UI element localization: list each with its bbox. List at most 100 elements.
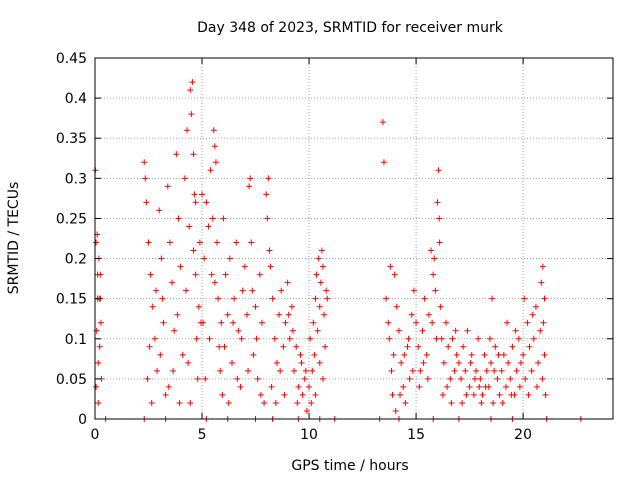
data-point [463, 391, 470, 398]
data-point [212, 159, 219, 166]
data-point [447, 375, 454, 382]
data-point [311, 351, 318, 358]
data-point [542, 391, 549, 398]
data-point [301, 375, 308, 382]
data-point [495, 351, 502, 358]
data-point [509, 343, 516, 350]
data-point [385, 319, 392, 326]
data-point [258, 319, 265, 326]
data-point [174, 311, 181, 318]
data-point [310, 319, 317, 326]
y-tick-label: 0.4 [65, 91, 87, 107]
data-point [524, 319, 531, 326]
data-point [482, 383, 489, 390]
data-point [145, 239, 152, 246]
data-point [316, 303, 323, 310]
data-point [194, 375, 201, 382]
grid-lines [95, 58, 613, 419]
data-point [449, 335, 456, 342]
data-point [253, 335, 260, 342]
data-point [312, 295, 319, 302]
data-point [192, 199, 199, 206]
data-point [249, 287, 256, 294]
data-point [192, 271, 199, 278]
data-point [470, 391, 477, 398]
data-point [434, 199, 441, 206]
data-point [499, 399, 506, 406]
data-point [475, 335, 482, 342]
data-point [269, 295, 276, 302]
data-point [141, 159, 148, 166]
data-point [200, 319, 207, 326]
data-point [439, 391, 446, 398]
data-point [515, 335, 522, 342]
data-point [190, 247, 197, 254]
data-point [508, 391, 515, 398]
data-point [504, 319, 511, 326]
data-point [156, 207, 163, 214]
data-point [153, 287, 160, 294]
data-point [220, 215, 227, 222]
data-point [284, 279, 291, 286]
data-point [237, 383, 244, 390]
data-point [520, 351, 527, 358]
data-point [187, 399, 194, 406]
data-point [317, 279, 324, 286]
data-point [489, 295, 496, 302]
data-point [401, 351, 408, 358]
data-point [440, 359, 447, 366]
data-point [424, 375, 431, 382]
data-point [529, 311, 536, 318]
data-point [291, 367, 298, 374]
data-point [226, 255, 233, 262]
data-point [302, 367, 309, 374]
data-point [267, 263, 274, 270]
data-point [187, 87, 194, 94]
y-tick-label: 0.25 [56, 211, 87, 227]
data-point [500, 351, 507, 358]
data-point [218, 319, 225, 326]
x-axis-label: GPS time / hours [291, 458, 408, 474]
data-point [483, 367, 490, 374]
data-point [479, 391, 486, 398]
data-point [431, 255, 438, 262]
data-point [238, 335, 245, 342]
data-point [272, 399, 279, 406]
data-point [164, 183, 171, 190]
data-point [539, 375, 546, 382]
data-point [400, 383, 407, 390]
y-tick-label: 0.35 [56, 131, 87, 147]
data-point [525, 391, 532, 398]
data-point [433, 335, 440, 342]
data-point [211, 279, 218, 286]
data-point [201, 255, 208, 262]
data-point [387, 263, 394, 270]
data-point [380, 159, 387, 166]
data-point [526, 343, 533, 350]
data-point [142, 175, 149, 182]
data-point [490, 399, 497, 406]
data-point [256, 271, 263, 278]
y-tick-label: 0.45 [56, 51, 87, 67]
data-point [289, 327, 296, 334]
data-point [306, 383, 313, 390]
data-point [263, 191, 270, 198]
data-point [224, 311, 231, 318]
data-point [157, 351, 164, 358]
data-point [184, 127, 191, 134]
data-point [517, 359, 524, 366]
data-point [435, 167, 442, 174]
data-point [436, 239, 443, 246]
data-point [539, 263, 546, 270]
data-point [541, 351, 548, 358]
data-point [199, 191, 206, 198]
data-point [541, 295, 548, 302]
data-point [466, 383, 473, 390]
data-point [280, 343, 287, 350]
data-point [189, 79, 196, 86]
data-point [208, 271, 215, 278]
data-point [95, 359, 102, 366]
data-point [307, 335, 314, 342]
data-point [408, 311, 415, 318]
